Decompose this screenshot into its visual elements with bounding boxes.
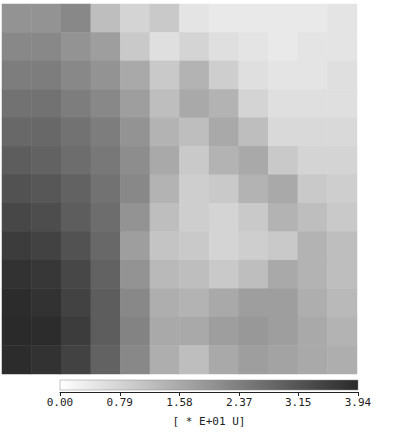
svg-text:2.37: 2.37 <box>226 396 253 409</box>
svg-text:0.00: 0.00 <box>47 396 74 409</box>
svg-text:1.58: 1.58 <box>166 396 193 409</box>
svg-text:0.79: 0.79 <box>107 396 134 409</box>
svg-text:3.94: 3.94 <box>345 396 372 409</box>
svg-text:[ * E+01 U]: [ * E+01 U] <box>173 415 246 428</box>
svg-text:3.15: 3.15 <box>285 396 312 409</box>
